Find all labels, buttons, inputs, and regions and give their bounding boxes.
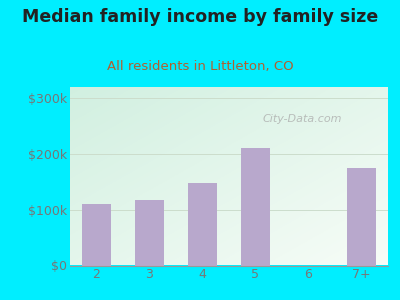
Bar bbox=[82, 204, 111, 266]
Bar bbox=[241, 148, 270, 266]
Bar bbox=[135, 200, 164, 266]
Text: All residents in Littleton, CO: All residents in Littleton, CO bbox=[107, 60, 293, 73]
Bar bbox=[347, 168, 376, 266]
Text: City-Data.com: City-Data.com bbox=[262, 114, 342, 124]
Bar bbox=[188, 183, 217, 266]
Text: Median family income by family size: Median family income by family size bbox=[22, 8, 378, 26]
